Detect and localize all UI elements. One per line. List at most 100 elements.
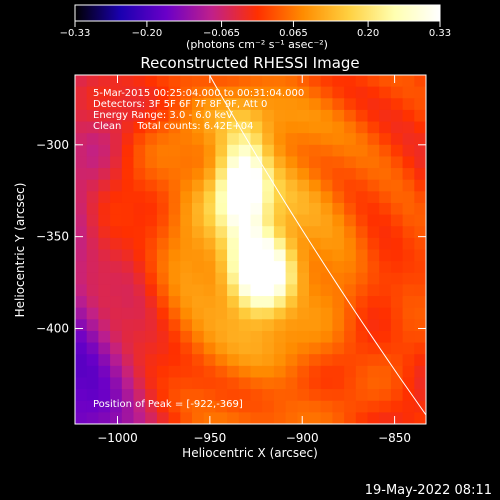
heatmap-pixel (110, 319, 123, 332)
heatmap-pixel (262, 156, 275, 169)
heatmap-pixel (238, 272, 252, 285)
heatmap-pixel (86, 261, 99, 274)
heatmap-pixel (309, 330, 322, 344)
heatmap-pixel (285, 377, 298, 390)
heatmap-pixel (309, 214, 322, 227)
heatmap-pixel (320, 156, 333, 169)
heatmap-pixel (273, 296, 287, 309)
heatmap-pixel (156, 179, 170, 192)
heatmap-pixel (98, 365, 111, 379)
heatmap-pixel (86, 330, 99, 344)
heatmap-pixel (309, 156, 322, 169)
heatmap-pixel (145, 214, 158, 227)
heatmap-pixel (297, 109, 310, 123)
heatmap-pixel (332, 156, 345, 169)
heatmap-pixel (192, 365, 205, 379)
heatmap-pixel (332, 109, 345, 123)
heatmap-pixel (156, 226, 170, 239)
heatmap-pixel (98, 284, 111, 297)
heatmap-pixel (121, 389, 135, 402)
heatmap-pixel (98, 377, 111, 390)
colorbar-tick-label: −0.20 (132, 28, 163, 39)
heatmap-pixel (402, 249, 415, 262)
heatmap-pixel (273, 202, 287, 216)
heatmap-pixel (168, 191, 181, 204)
heatmap-pixel (227, 354, 240, 367)
heatmap-pixel (309, 284, 322, 297)
heatmap-pixel (215, 179, 228, 192)
heatmap-pixel (133, 156, 146, 169)
heatmap-pixel (168, 342, 181, 355)
heatmap-pixel (121, 202, 135, 216)
heatmap-pixel (75, 249, 88, 262)
heatmap-pixel (168, 86, 181, 99)
heatmap-pixel (203, 261, 216, 274)
heatmap-pixel (215, 168, 228, 181)
heatmap-pixel (332, 261, 345, 274)
heatmap-pixel (402, 261, 415, 274)
heatmap-pixel (344, 319, 357, 332)
heatmap-pixel (355, 156, 369, 169)
heatmap-pixel (192, 307, 205, 320)
heatmap-pixel (110, 168, 123, 181)
heatmap-pixel (285, 133, 298, 146)
heatmap-pixel (414, 75, 426, 88)
heatmap-pixel (227, 168, 240, 181)
heatmap-pixel (215, 377, 228, 390)
heatmap-pixel (402, 272, 415, 285)
heatmap-pixel (367, 214, 380, 227)
heatmap-pixel (402, 109, 415, 123)
heatmap-pixel (320, 272, 333, 285)
heatmap-pixel (168, 330, 181, 344)
heatmap-pixel (344, 342, 357, 355)
heatmap-pixel (110, 330, 123, 344)
heatmap-pixel (414, 214, 426, 227)
heatmap-pixel (414, 365, 426, 379)
heatmap-pixel (250, 296, 263, 309)
heatmap-pixel (156, 121, 170, 134)
heatmap-pixel (273, 214, 287, 227)
heatmap-pixel (180, 237, 193, 251)
heatmap-pixel (273, 98, 287, 111)
heatmap-pixel (145, 109, 158, 123)
heatmap-pixel (390, 272, 404, 285)
heatmap-pixel (250, 214, 263, 227)
heatmap-pixel (309, 354, 322, 367)
heatmap-pixel (156, 307, 170, 320)
heatmap-pixel (285, 98, 298, 111)
heatmap-pixel (86, 319, 99, 332)
heatmap-pixel (98, 412, 111, 424)
heatmap-pixel (133, 365, 146, 379)
heatmap-pixel (86, 249, 99, 262)
heatmap-pixel (367, 377, 380, 390)
heatmap-pixel (250, 261, 263, 274)
plot-frame (74, 74, 427, 425)
heatmap-pixel (309, 307, 322, 320)
heatmap-pixel (262, 86, 275, 99)
heatmap-pixel (355, 272, 369, 285)
heatmap-pixel (238, 296, 252, 309)
heatmap-pixel (379, 307, 392, 320)
heatmap-pixel (203, 156, 216, 169)
heatmap-pixel (133, 144, 146, 158)
heatmap-pixel (227, 202, 240, 216)
heatmap-pixel (86, 400, 99, 413)
heatmap-pixel (98, 261, 111, 274)
heatmap-pixel (121, 109, 135, 123)
heatmap-pixel (98, 330, 111, 344)
heatmap-pixel (98, 168, 111, 181)
heatmap-pixel (227, 214, 240, 227)
heatmap-pixel (168, 237, 181, 251)
heatmap-pixel (110, 121, 123, 134)
heatmap-pixel (367, 296, 380, 309)
heatmap-pixel (227, 389, 240, 402)
heatmap-pixel (285, 354, 298, 367)
heatmap-pixel (250, 75, 263, 88)
heatmap-pixel (367, 261, 380, 274)
heatmap-pixel (145, 330, 158, 344)
heatmap-pixel (297, 412, 310, 424)
heatmap-pixel (297, 214, 310, 227)
heatmap-pixel (227, 261, 240, 274)
heatmap-pixel (203, 226, 216, 239)
heatmap-pixel (75, 156, 88, 169)
